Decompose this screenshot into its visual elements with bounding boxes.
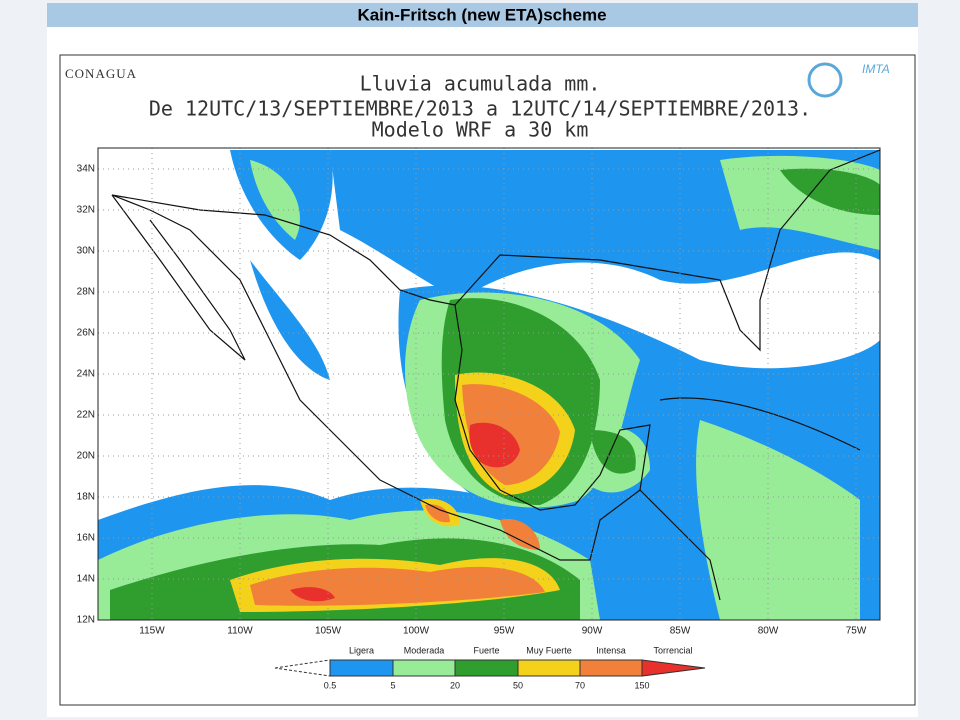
lon-label: 95W <box>494 626 515 637</box>
header-bar <box>47 3 918 27</box>
lat-label: 32N <box>77 205 95 216</box>
legend-category: Ligera <box>349 645 374 655</box>
legend-category: Torrencial <box>653 645 692 655</box>
legend-threshold: 70 <box>575 680 585 690</box>
map <box>98 148 880 620</box>
graticule <box>98 148 880 620</box>
legend-swatch <box>392 659 456 677</box>
legend-category: Fuerte <box>473 645 499 655</box>
legend-threshold: 50 <box>513 680 523 690</box>
legend-category: Muy Fuerte <box>526 645 572 655</box>
map-title: De 12UTC/13/SEPTIEMBRE/2013 a 12UTC/14/S… <box>149 97 811 121</box>
lat-label: 28N <box>77 287 95 298</box>
legend-threshold: 20 <box>450 680 460 690</box>
lon-label: 75W <box>846 626 867 637</box>
legend-threshold: 0.5 <box>324 680 337 690</box>
lat-label: 18N <box>77 492 95 503</box>
lat-label: 34N <box>77 164 95 175</box>
legend-swatch <box>454 659 519 677</box>
logo-icon <box>807 62 843 98</box>
header-title: Kain-Fritsch (new ETA)scheme <box>357 5 606 24</box>
map-title: Modelo WRF a 30 km <box>372 118 589 142</box>
lat-label: 12N <box>77 615 95 626</box>
lon-label: 115W <box>139 626 165 637</box>
lon-label: 105W <box>315 626 342 637</box>
lat-label: 22N <box>77 410 95 421</box>
lat-label: 26N <box>77 328 95 339</box>
legend-threshold: 5 <box>390 680 395 690</box>
lat-label: 24N <box>77 369 95 380</box>
legend-threshold: 150 <box>634 680 649 690</box>
coastlines <box>111 149 880 601</box>
lon-label: 100W <box>403 626 430 637</box>
legend-swatch <box>329 659 394 677</box>
rain-torrencial <box>290 422 520 602</box>
legend-category: Moderada <box>404 645 445 655</box>
legend: Ligera Moderada Fuerte Muy Fuerte Intensa Tor… <box>274 645 706 690</box>
lon-label: 80W <box>758 626 779 637</box>
lon-label: 85W <box>670 626 691 637</box>
lon-label: 90W <box>582 626 603 637</box>
map-frame <box>97 147 881 621</box>
lat-label: 20N <box>77 451 95 462</box>
logo-left: CONAGUA <box>65 66 137 81</box>
legend-low <box>274 659 331 677</box>
legend-category: Intensa <box>596 645 626 655</box>
lon-label: 110W <box>227 626 253 637</box>
logo-right: IMTA <box>862 62 890 76</box>
lat-label: 16N <box>77 533 95 544</box>
lat-label: 14N <box>77 574 95 585</box>
legend-swatch <box>579 659 643 677</box>
lat-label: 30N <box>77 246 95 257</box>
map-title: Lluvia acumulada mm. <box>360 72 601 96</box>
legend-swatch <box>517 659 581 677</box>
